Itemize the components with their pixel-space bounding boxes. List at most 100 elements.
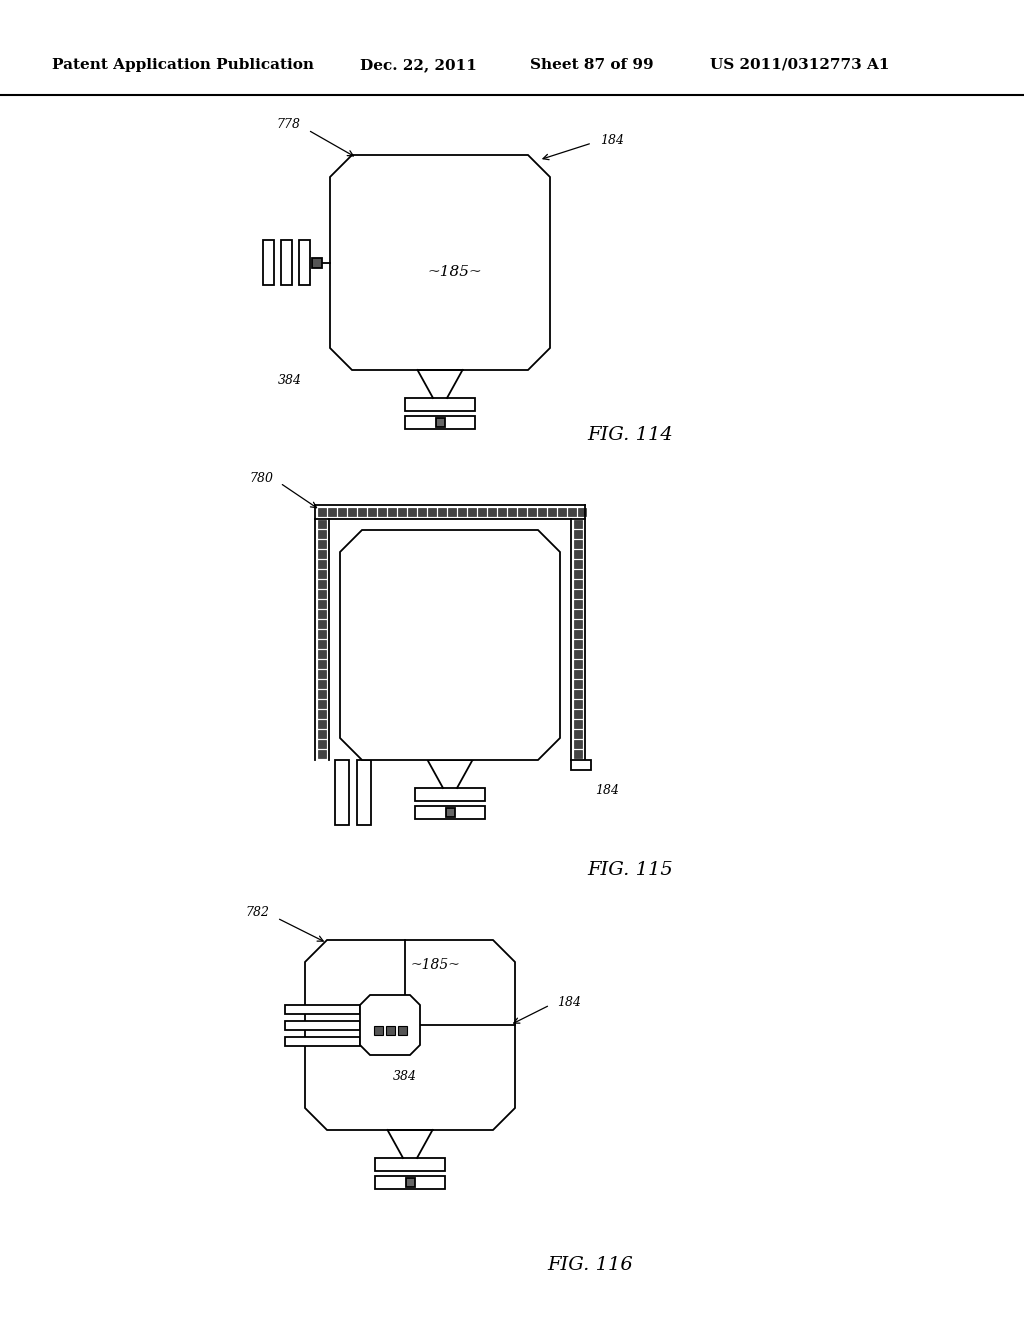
Text: 778: 778 bbox=[276, 119, 300, 132]
Bar bbox=[281, 240, 292, 285]
Bar bbox=[488, 508, 496, 516]
Bar bbox=[574, 630, 582, 638]
Bar bbox=[574, 520, 582, 528]
Bar bbox=[508, 508, 516, 516]
Bar bbox=[574, 601, 582, 609]
Text: 782: 782 bbox=[245, 907, 269, 920]
Polygon shape bbox=[360, 995, 420, 1055]
Bar bbox=[318, 649, 326, 657]
Bar bbox=[368, 508, 376, 516]
Text: FIG. 114: FIG. 114 bbox=[587, 426, 673, 444]
Bar bbox=[445, 808, 455, 817]
Bar bbox=[318, 560, 326, 568]
Bar bbox=[285, 1005, 360, 1014]
Bar bbox=[285, 1020, 360, 1030]
Text: 384: 384 bbox=[358, 545, 382, 558]
Bar bbox=[568, 508, 575, 516]
Bar bbox=[558, 508, 566, 516]
Bar bbox=[574, 700, 582, 708]
Bar bbox=[574, 570, 582, 578]
Bar bbox=[571, 760, 591, 770]
Bar bbox=[498, 508, 506, 516]
Text: 780: 780 bbox=[249, 471, 273, 484]
Bar bbox=[574, 680, 582, 688]
Bar bbox=[318, 700, 326, 708]
Bar bbox=[408, 508, 416, 516]
Bar bbox=[318, 570, 326, 578]
Bar bbox=[318, 590, 326, 598]
Bar bbox=[348, 508, 356, 516]
Bar bbox=[528, 508, 536, 516]
Bar bbox=[318, 741, 326, 748]
Bar bbox=[574, 730, 582, 738]
Text: Sheet 87 of 99: Sheet 87 of 99 bbox=[530, 58, 653, 73]
Bar bbox=[415, 807, 485, 818]
Bar bbox=[318, 719, 326, 729]
Text: ~185~: ~185~ bbox=[410, 958, 460, 972]
Bar bbox=[574, 610, 582, 618]
Text: 384: 384 bbox=[393, 1071, 417, 1084]
Text: 184: 184 bbox=[600, 133, 624, 147]
Bar bbox=[357, 760, 371, 825]
Bar bbox=[574, 550, 582, 558]
Polygon shape bbox=[305, 940, 515, 1130]
Bar bbox=[406, 416, 475, 429]
Bar bbox=[263, 240, 274, 285]
Bar bbox=[335, 760, 349, 825]
Bar bbox=[574, 671, 582, 678]
Text: ~185~: ~185~ bbox=[428, 265, 482, 280]
Bar bbox=[574, 640, 582, 648]
Bar bbox=[398, 508, 406, 516]
Bar bbox=[318, 550, 326, 558]
Bar bbox=[574, 660, 582, 668]
Bar bbox=[574, 690, 582, 698]
Text: US 2011/0312773 A1: US 2011/0312773 A1 bbox=[710, 58, 890, 73]
Bar bbox=[318, 710, 326, 718]
Bar bbox=[318, 630, 326, 638]
Bar bbox=[578, 508, 586, 516]
Bar bbox=[574, 741, 582, 748]
Bar bbox=[299, 240, 310, 285]
Bar bbox=[418, 508, 426, 516]
Bar bbox=[438, 508, 446, 516]
Text: FIG. 115: FIG. 115 bbox=[587, 861, 673, 879]
Bar bbox=[435, 418, 444, 426]
Bar bbox=[318, 640, 326, 648]
Bar bbox=[574, 579, 582, 587]
Bar bbox=[375, 1158, 445, 1171]
Bar bbox=[374, 1026, 383, 1035]
Bar bbox=[318, 730, 326, 738]
Bar bbox=[318, 690, 326, 698]
Polygon shape bbox=[340, 531, 560, 760]
Text: Patent Application Publication: Patent Application Publication bbox=[52, 58, 314, 73]
Bar bbox=[397, 1026, 407, 1035]
Bar bbox=[574, 750, 582, 758]
Bar bbox=[285, 1036, 360, 1045]
Bar bbox=[415, 788, 485, 801]
Bar bbox=[318, 680, 326, 688]
Bar bbox=[574, 719, 582, 729]
Bar bbox=[449, 508, 456, 516]
Text: 184: 184 bbox=[557, 995, 581, 1008]
Bar bbox=[375, 1176, 445, 1189]
Bar bbox=[312, 257, 322, 268]
Bar bbox=[574, 649, 582, 657]
Bar bbox=[385, 1026, 394, 1035]
Bar bbox=[318, 610, 326, 618]
Bar bbox=[548, 508, 556, 516]
Bar bbox=[458, 508, 466, 516]
Bar bbox=[318, 750, 326, 758]
Bar bbox=[318, 601, 326, 609]
Bar bbox=[538, 508, 546, 516]
Bar bbox=[328, 508, 336, 516]
Bar bbox=[318, 620, 326, 628]
Bar bbox=[574, 540, 582, 548]
Bar bbox=[574, 710, 582, 718]
Bar bbox=[378, 508, 386, 516]
Bar bbox=[428, 508, 436, 516]
Bar bbox=[318, 540, 326, 548]
Text: FIG. 116: FIG. 116 bbox=[547, 1257, 633, 1274]
Bar bbox=[478, 508, 486, 516]
Bar bbox=[318, 671, 326, 678]
Text: 384: 384 bbox=[278, 374, 302, 387]
